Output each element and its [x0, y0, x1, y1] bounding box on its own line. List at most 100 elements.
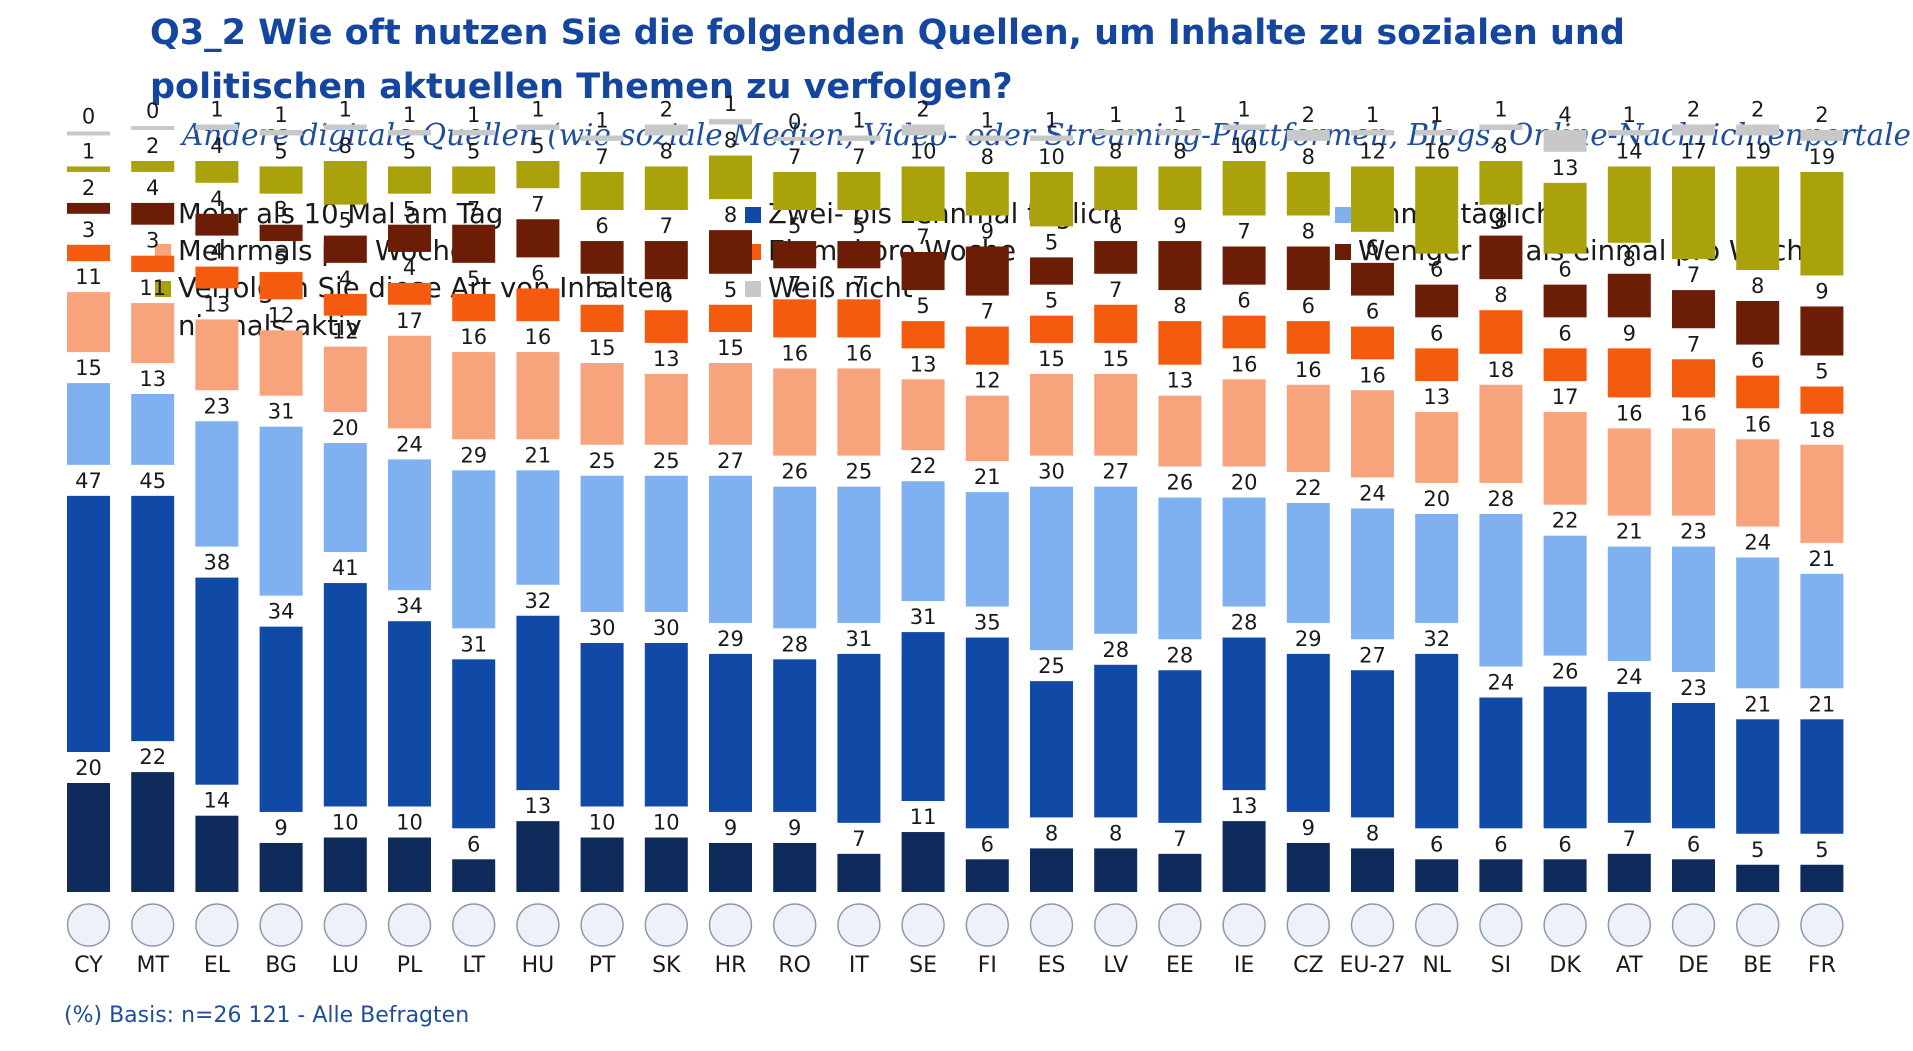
bar-segment	[1800, 386, 1844, 414]
data-label: 8	[1045, 821, 1058, 845]
data-label: 10	[332, 811, 359, 835]
category-label: CY	[74, 953, 103, 978]
data-label: 6	[1302, 294, 1315, 318]
data-label: 16	[781, 341, 808, 365]
bar-segment	[965, 637, 1009, 829]
bar-segment	[580, 171, 624, 211]
bar-segment	[1222, 379, 1266, 467]
bar-segment	[1351, 262, 1394, 296]
bar-segment	[1351, 326, 1394, 360]
bar-segment	[837, 368, 881, 456]
country-flag-icon	[451, 903, 496, 947]
bar-segment	[1736, 301, 1780, 345]
footer-note: (%) Basis: n=26 121 - Alle Befragten	[64, 1003, 470, 1028]
bar-segment	[1607, 546, 1651, 662]
bar-segment	[1158, 166, 1202, 211]
bar-segment	[195, 319, 239, 391]
bar-segment	[1415, 284, 1459, 318]
bar-segment	[1479, 513, 1523, 667]
data-label: 21	[1744, 692, 1771, 716]
bar-segment	[1736, 439, 1780, 527]
bar-segment	[1543, 348, 1587, 382]
category-label: DE	[1678, 953, 1709, 978]
data-label: 22	[1552, 509, 1579, 533]
data-label: 21	[525, 443, 552, 467]
bar-segment	[644, 643, 688, 807]
bar-segment	[901, 379, 945, 451]
bar-segment	[837, 653, 881, 823]
data-label: 1	[1366, 103, 1379, 127]
data-label: 10	[1231, 134, 1258, 158]
bar-segment	[388, 130, 431, 136]
data-label: 1	[1494, 98, 1507, 122]
data-label: 1	[595, 108, 608, 132]
bar-segment	[1543, 284, 1587, 318]
data-label: 5	[403, 139, 416, 163]
bar-segment	[452, 470, 496, 629]
data-label: 12	[268, 303, 295, 327]
data-label: 16	[1295, 358, 1322, 382]
country-flag-icon	[1093, 903, 1138, 947]
data-label: 12	[1359, 139, 1386, 163]
country-flag-icon	[1735, 903, 1780, 947]
bar-segment	[1672, 428, 1715, 516]
bar-segment	[195, 266, 239, 289]
bar-segment	[773, 842, 817, 892]
bar-segment	[1479, 859, 1523, 892]
data-label: 9	[788, 816, 801, 840]
country-flag-icon	[644, 903, 689, 947]
bar-segment	[131, 161, 175, 172]
bar-segment	[1222, 497, 1266, 607]
legend-item: Weiß nicht	[745, 269, 913, 307]
data-label: 9	[1623, 321, 1636, 345]
data-label: 7	[467, 198, 480, 222]
data-label: 7	[916, 225, 929, 249]
data-label: 16	[1744, 412, 1771, 436]
bar-segment	[1415, 166, 1459, 254]
data-label: 15	[589, 336, 616, 360]
bar-segment	[1736, 719, 1780, 834]
bar-segment	[388, 837, 431, 892]
bar-segment	[1286, 653, 1330, 812]
data-label: 21	[1809, 547, 1836, 571]
data-label: 1	[1109, 103, 1122, 127]
data-label: 28	[1167, 643, 1194, 667]
data-label: 27	[717, 449, 744, 473]
data-label: 32	[525, 589, 552, 613]
data-label: 9	[981, 220, 994, 244]
category-label: FR	[1808, 953, 1836, 978]
bar-segment	[259, 426, 303, 596]
category-label: IT	[849, 953, 869, 978]
bar-segment	[131, 303, 175, 363]
bar-segment	[1286, 842, 1330, 892]
data-label: 47	[75, 469, 102, 493]
data-label: 6	[595, 214, 608, 238]
data-label: 24	[1616, 665, 1643, 689]
data-label: 28	[781, 632, 808, 656]
data-label: 34	[396, 594, 423, 618]
bar-segment	[1222, 637, 1266, 791]
bar-segment	[1543, 182, 1587, 254]
data-label: 10	[589, 811, 616, 835]
bar-segment	[644, 837, 688, 892]
bar-segment	[709, 230, 752, 274]
country-flag-icon	[130, 903, 175, 947]
data-label: 14	[204, 789, 231, 813]
bar-segment	[323, 346, 367, 413]
data-label: 28	[1102, 638, 1129, 662]
data-label: 12	[974, 369, 1001, 393]
data-label: 24	[1744, 531, 1771, 555]
bar-segment	[1672, 166, 1715, 260]
country-flag-icon	[1607, 903, 1652, 947]
bar-segment	[1094, 130, 1138, 136]
data-label: 4	[403, 256, 416, 280]
category-label: FI	[978, 953, 997, 978]
data-label: 6	[1558, 321, 1571, 345]
bar-segment	[67, 131, 110, 136]
bar-segment	[1672, 124, 1715, 136]
data-label: 22	[139, 745, 166, 769]
data-label: 5	[788, 214, 801, 238]
data-label: 6	[1751, 349, 1764, 373]
bar-segment	[1479, 124, 1523, 130]
bar-segment	[965, 859, 1009, 892]
